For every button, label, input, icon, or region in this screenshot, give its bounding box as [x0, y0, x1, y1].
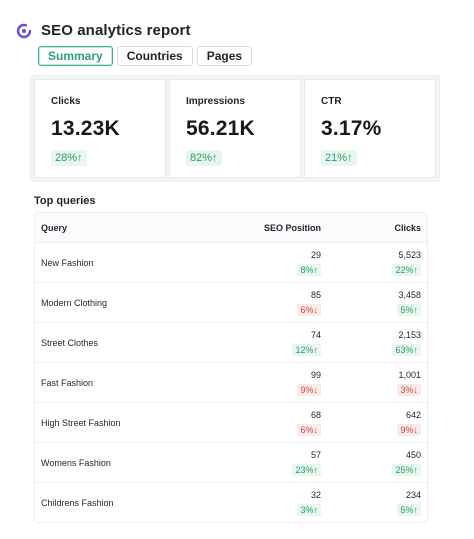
query-cell: High Street Fashion: [41, 417, 121, 428]
query-cell: Street Clothes: [41, 337, 99, 348]
column-header-query[interactable]: Query: [41, 222, 68, 233]
metric-label: CTR: [321, 96, 342, 107]
position-value: 32: [310, 489, 321, 500]
clicks-change-badge: 5%↑: [397, 503, 421, 516]
position-value: 85: [310, 289, 321, 300]
clicks-change-badge: 22%↑: [392, 263, 421, 276]
report-tabs: Summary Countries Pages: [38, 46, 253, 66]
clicks-change-badge: 63%↑: [392, 343, 421, 356]
column-header-clicks[interactable]: Clicks: [394, 222, 421, 233]
clicks-value: 3,458: [398, 289, 421, 300]
clicks-value: 1,001: [398, 369, 421, 380]
clicks-cell: 2,153 63%↑: [327, 330, 427, 356]
clicks-cell: 1,001 3%↓: [327, 370, 427, 396]
position-cell: 32 3%↑: [215, 490, 327, 516]
metric-change-badge: 28%↑: [51, 150, 87, 166]
top-queries-table: Query SEO Position Clicks New Fashion 29 8…: [34, 212, 428, 523]
position-value: 74: [310, 329, 321, 340]
metric-value: 56.21K: [186, 117, 255, 140]
metric-card-clicks: Clicks 13.23K 28%↑: [34, 79, 166, 178]
clicks-value: 450: [405, 449, 421, 460]
page-title: SEO analytics report: [41, 22, 191, 39]
table-row[interactable]: Fast Fashion 99 9%↓ 1,001 3%↓: [35, 363, 427, 403]
position-cell: 68 6%↓: [215, 410, 327, 436]
column-header-position[interactable]: SEO Position: [263, 222, 321, 233]
metric-value: 3.17%: [321, 117, 382, 140]
position-value: 29: [310, 249, 321, 260]
position-change-badge: 9%↓: [297, 383, 321, 396]
position-change-badge: 23%↑: [292, 463, 321, 476]
position-change-badge: 8%↑: [297, 263, 321, 276]
clicks-value: 5,523: [398, 249, 421, 260]
position-cell: 57 23%↑: [215, 450, 327, 476]
position-value: 57: [310, 449, 321, 460]
position-change-badge: 12%↑: [292, 343, 321, 356]
position-value: 68: [310, 409, 321, 420]
query-cell: New Fashion: [41, 257, 94, 268]
clicks-change-badge: 25%↑: [392, 463, 421, 476]
metric-value: 13.23K: [51, 117, 120, 140]
table-row[interactable]: Street Clothes 74 12%↑ 2,153 63%↑: [35, 323, 427, 363]
position-cell: 29 8%↑: [215, 250, 327, 276]
query-cell: Fast Fashion: [41, 377, 94, 388]
position-cell: 74 12%↑: [215, 330, 327, 356]
table-header: Query SEO Position Clicks: [35, 213, 427, 243]
metric-card-impressions: Impressions 56.21K 82%↑: [169, 79, 301, 178]
position-change-badge: 6%↓: [297, 303, 321, 316]
table-body: New Fashion 29 8%↑ 5,523 22%↑ Modern Clothing…: [35, 243, 427, 523]
position-change-badge: 6%↓: [297, 423, 321, 436]
clicks-cell: 234 5%↑: [327, 490, 427, 516]
table-row[interactable]: Womens Fashion 57 23%↑ 450 25%↑: [35, 443, 427, 483]
app-header: SEO analytics report: [16, 22, 191, 39]
query-cell: Womens Fashion: [41, 457, 111, 468]
clicks-value: 642: [405, 409, 421, 420]
top-queries-title: Top queries: [34, 195, 96, 207]
clicks-cell: 642 9%↓: [327, 410, 427, 436]
metric-change-badge: 21%↑: [321, 150, 357, 166]
position-cell: 99 9%↓: [215, 370, 327, 396]
clicks-cell: 3,458 5%↑: [327, 290, 427, 316]
spinner-logo-icon: [16, 23, 32, 38]
position-cell: 85 6%↓: [215, 290, 327, 316]
table-row[interactable]: Childrens Fashion 32 3%↑ 234 5%↑: [35, 483, 427, 523]
metric-label: Clicks: [51, 96, 81, 107]
tab-pages[interactable]: Pages: [196, 46, 253, 66]
clicks-change-badge: 5%↑: [397, 303, 421, 316]
tab-countries[interactable]: Countries: [116, 46, 193, 66]
query-cell: Childrens Fashion: [41, 497, 114, 508]
clicks-value: 2,153: [398, 329, 421, 340]
tab-summary[interactable]: Summary: [38, 46, 113, 66]
metric-label: Impressions: [186, 96, 245, 107]
metric-change-badge: 82%↑: [186, 150, 222, 166]
table-row[interactable]: New Fashion 29 8%↑ 5,523 22%↑: [35, 243, 427, 283]
table-row[interactable]: High Street Fashion 68 6%↓ 642 9%↓: [35, 403, 427, 443]
position-change-badge: 3%↑: [297, 503, 321, 516]
metrics-panel: Clicks 13.23K 28%↑ Impressions 56.21K 82…: [30, 75, 440, 182]
clicks-change-badge: 3%↓: [397, 383, 421, 396]
clicks-cell: 5,523 22%↑: [327, 250, 427, 276]
clicks-cell: 450 25%↑: [327, 450, 427, 476]
table-row[interactable]: Modern Clothing 85 6%↓ 3,458 5%↑: [35, 283, 427, 323]
clicks-change-badge: 9%↓: [397, 423, 421, 436]
position-value: 99: [310, 369, 321, 380]
query-cell: Modern Clothing: [41, 297, 108, 308]
clicks-value: 234: [405, 489, 421, 500]
metric-card-ctr: CTR 3.17% 21%↑: [304, 79, 436, 178]
